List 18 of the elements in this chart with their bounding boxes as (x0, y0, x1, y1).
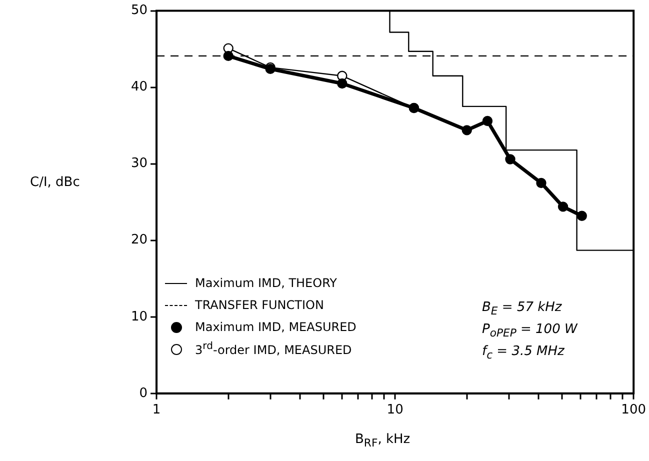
x-tick-label: 100 (621, 402, 646, 418)
annotation: B$_{E}$ = 57 kHz (482, 300, 563, 320)
legend-label: Maximum IMD, THEORY (195, 276, 337, 290)
y-axis-title: C/I, dBc (30, 175, 80, 190)
annotation: f$_{c}$ = 3.5 MHz (482, 344, 566, 364)
legend-label: TRANSFER FUNCTION (195, 298, 324, 312)
x-tick-label: 1 (152, 402, 161, 418)
y-tick-label: 50 (130, 3, 148, 18)
y-tick-label: 0 (139, 386, 148, 401)
legend-label: 3$^{rd}$-order IMD, MEASURED (195, 341, 352, 357)
y-tick-label: 30 (130, 156, 148, 172)
y-tick-label: 10 (130, 309, 148, 324)
annotation: P$_{oPEP}$ = 100 W (482, 322, 578, 342)
legend-label: Maximum IMD, MEASURED (195, 320, 356, 334)
y-tick-label: 40 (130, 80, 148, 95)
x-axis-title: B$_{RF}$, kHz (355, 432, 410, 450)
y-tick-label: 20 (130, 232, 148, 248)
x-tick-label: 10 (386, 402, 404, 418)
